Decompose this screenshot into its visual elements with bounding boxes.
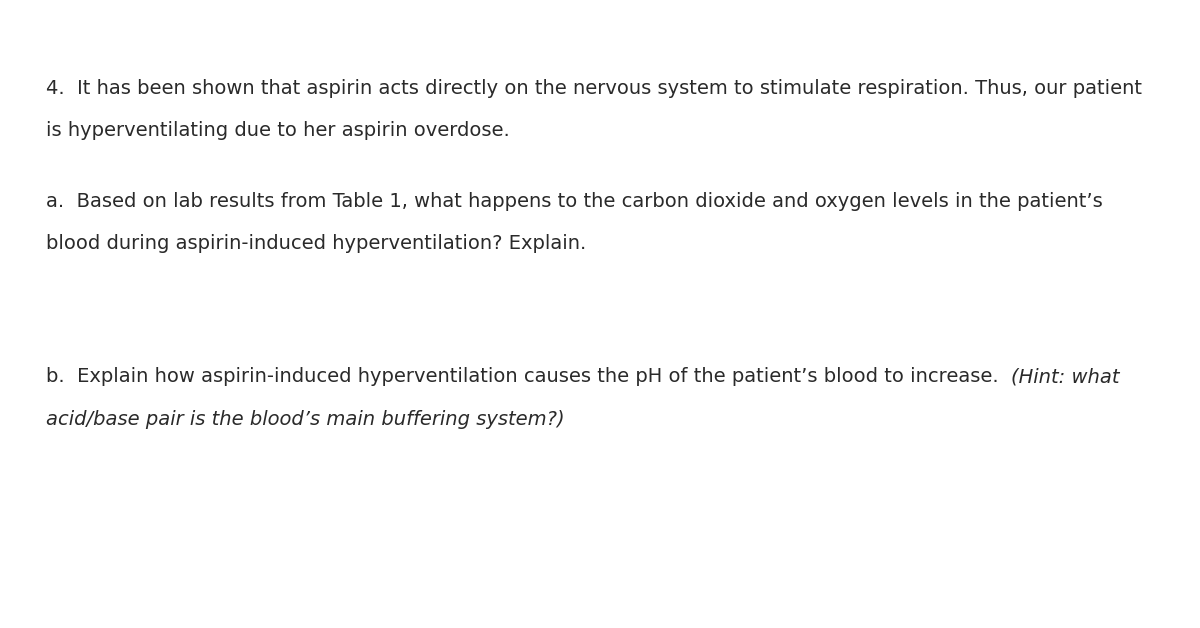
Text: b.  Explain how aspirin-induced hyperventilation causes the pH of the patient’s : b. Explain how aspirin-induced hypervent… [46, 367, 1010, 386]
Text: blood during aspirin-induced hyperventilation? Explain.: blood during aspirin-induced hyperventil… [46, 234, 586, 253]
Text: acid/base pair is the blood’s main buffering system?): acid/base pair is the blood’s main buffe… [46, 410, 564, 429]
Text: 4.  It has been shown that aspirin acts directly on the nervous system to stimul: 4. It has been shown that aspirin acts d… [46, 78, 1141, 97]
Text: (Hint: what: (Hint: what [1010, 367, 1120, 386]
Text: a.  Based on lab results from Table 1, what happens to the carbon dioxide and ox: a. Based on lab results from Table 1, wh… [46, 192, 1103, 210]
Text: is hyperventilating due to her aspirin overdose.: is hyperventilating due to her aspirin o… [46, 121, 509, 140]
